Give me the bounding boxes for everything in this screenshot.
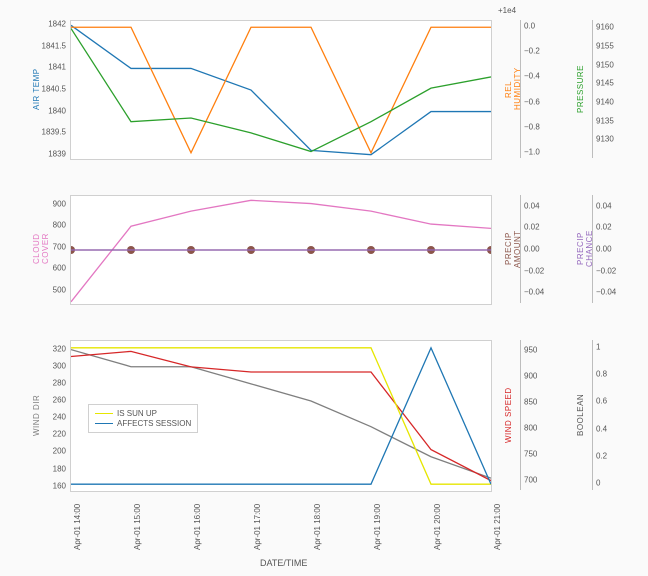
legend-panel-c: IS SUN UP AFFECTS SESSION	[88, 404, 198, 433]
ytick-rel_hum: −1.0	[524, 147, 540, 156]
axis-label-boolean: BOOLEAN	[576, 385, 585, 445]
ytick-air_temp: 1841.5	[42, 41, 66, 50]
axis-label-pressure: PRESSURE	[576, 59, 585, 119]
spine-wind_spd	[520, 340, 521, 490]
ytick-wind_dir: 240	[53, 413, 66, 422]
ytick-wind_dir: 320	[53, 344, 66, 353]
ytick-rel_hum: −0.2	[524, 47, 540, 56]
ytick-precip_ch: 0.04	[596, 201, 612, 210]
ytick-wind_dir: 200	[53, 447, 66, 456]
ytick-boolean: 0	[596, 479, 600, 488]
xtick: Apr-01 18:00	[313, 504, 322, 550]
ytick-precip_ch: −0.04	[596, 288, 616, 297]
ytick-wind_dir: 260	[53, 396, 66, 405]
ytick-pressure: 9140	[596, 98, 614, 107]
axis-label-wind_spd: WIND SPEED	[504, 385, 513, 445]
xaxis-label: DATE/TIME	[260, 558, 307, 568]
ytick-wind_dir: 280	[53, 378, 66, 387]
spine-pressure	[592, 20, 593, 158]
ytick-air_temp: 1839.5	[42, 128, 66, 137]
ytick-wind_spd: 850	[524, 398, 537, 407]
legend-item-affects: AFFECTS SESSION	[95, 419, 191, 428]
ytick-boolean: 1	[596, 342, 600, 351]
ytick-precip_ch: −0.02	[596, 266, 616, 275]
ytick-precip_amt: 0.02	[524, 223, 540, 232]
axis-label-air_temp: AIR TEMP	[32, 59, 41, 119]
ytick-wind_dir: 220	[53, 430, 66, 439]
ytick-rel_hum: −0.4	[524, 72, 540, 81]
panel-weather-b	[70, 195, 492, 305]
ytick-air_temp: 1841	[48, 63, 66, 72]
legend-swatch-sunup	[95, 413, 113, 414]
ytick-wind_spd: 700	[524, 475, 537, 484]
ytick-pressure: 9155	[596, 42, 614, 51]
ytick-boolean: 0.4	[596, 424, 607, 433]
ytick-precip_ch: 0.00	[596, 245, 612, 254]
axis-label-wind_dir: WIND DIR	[32, 385, 41, 445]
ytick-wind_spd: 800	[524, 423, 537, 432]
spine-boolean	[592, 340, 593, 490]
xtick: Apr-01 17:00	[253, 504, 262, 550]
xtick: Apr-01 16:00	[193, 504, 202, 550]
ytick-air_temp: 1839	[48, 149, 66, 158]
ytick-wind_spd: 950	[524, 346, 537, 355]
ytick-air_temp: 1840.5	[42, 85, 66, 94]
spine-precip_ch	[592, 195, 593, 303]
ytick-boolean: 0.8	[596, 370, 607, 379]
ytick-rel_hum: 0.0	[524, 22, 535, 31]
ytick-wind_dir: 180	[53, 464, 66, 473]
spine-precip_amt	[520, 195, 521, 303]
xtick: Apr-01 20:00	[433, 504, 442, 550]
ytick-wind_dir: 160	[53, 481, 66, 490]
ytick-pressure: 9135	[596, 116, 614, 125]
ytick-precip_amt: −0.04	[524, 288, 544, 297]
ytick-precip_ch: 0.02	[596, 223, 612, 232]
ytick-cloud: 500	[53, 286, 66, 295]
legend-label-affects: AFFECTS SESSION	[117, 419, 191, 428]
axis-label-cloud: CLOUD COVER	[32, 219, 50, 279]
ytick-precip_amt: −0.02	[524, 266, 544, 275]
ytick-pressure: 9145	[596, 79, 614, 88]
xtick: Apr-01 14:00	[73, 504, 82, 550]
xtick: Apr-01 21:00	[493, 504, 502, 550]
ytick-boolean: 0.6	[596, 397, 607, 406]
ytick-air_temp: 1842	[48, 20, 66, 29]
spine-rel_hum	[520, 20, 521, 158]
ytick-wind_spd: 750	[524, 449, 537, 458]
ytick-wind_spd: 900	[524, 372, 537, 381]
ytick-air_temp: 1840	[48, 106, 66, 115]
ytick-wind_dir: 300	[53, 361, 66, 370]
legend-swatch-affects	[95, 423, 113, 424]
ytick-pressure: 9150	[596, 60, 614, 69]
panel-weather-a	[70, 20, 492, 160]
legend-item-sunup: IS SUN UP	[95, 409, 191, 418]
ytick-cloud: 700	[53, 242, 66, 251]
ytick-precip_amt: 0.00	[524, 245, 540, 254]
ytick-boolean: 0.2	[596, 451, 607, 460]
line-pressure	[71, 28, 491, 151]
panel-a-offset: +1e4	[498, 6, 516, 15]
xtick: Apr-01 19:00	[373, 504, 382, 550]
ytick-cloud: 900	[53, 199, 66, 208]
xtick: Apr-01 15:00	[133, 504, 142, 550]
ytick-precip_amt: 0.04	[524, 201, 540, 210]
ytick-pressure: 9130	[596, 135, 614, 144]
ytick-rel_hum: −0.6	[524, 97, 540, 106]
ytick-cloud: 600	[53, 264, 66, 273]
panel-a-svg	[71, 21, 491, 159]
panel-b-svg	[71, 196, 491, 304]
ytick-cloud: 800	[53, 221, 66, 230]
legend-label-sunup: IS SUN UP	[117, 409, 157, 418]
ytick-pressure: 9160	[596, 23, 614, 32]
ytick-rel_hum: −0.8	[524, 122, 540, 131]
